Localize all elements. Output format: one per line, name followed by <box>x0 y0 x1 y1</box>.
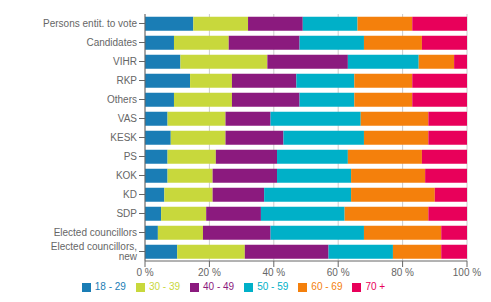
svg-text:KD: KD <box>123 189 137 200</box>
svg-text:0 %: 0 % <box>136 267 153 278</box>
svg-text:40 %: 40 % <box>262 267 285 278</box>
html-text:50 - 59: 50 - 59 <box>257 281 289 292</box>
html-text:60 - 69: 60 - 69 <box>311 281 343 292</box>
svg-text:Others: Others <box>107 94 137 105</box>
svg-text:80 %: 80 % <box>391 267 414 278</box>
svg-text:Elected councillors: Elected councillors <box>54 227 137 238</box>
html-text:40 - 49: 40 - 49 <box>203 281 235 292</box>
svg-text:60 %: 60 % <box>327 267 350 278</box>
html-text:18 - 29: 18 - 29 <box>94 281 126 292</box>
svg-text:SDP: SDP <box>116 208 137 219</box>
svg-text:Elected councillors,new: Elected councillors,new <box>51 241 138 262</box>
svg-text:20 %: 20 % <box>198 267 221 278</box>
svg-text:Persons entit. to vote: Persons entit. to vote <box>43 18 137 29</box>
html-text:30 - 39: 30 - 39 <box>148 281 180 292</box>
html-text:70 +: 70 + <box>365 281 386 292</box>
svg-text:PS: PS <box>124 151 138 162</box>
svg-text:100 %: 100 % <box>453 267 481 278</box>
svg-text:VIHR: VIHR <box>113 56 137 67</box>
svg-text:VAS: VAS <box>118 113 138 124</box>
svg-text:KESK: KESK <box>110 132 137 143</box>
svg-text:KOK: KOK <box>116 170 137 181</box>
svg-text:Candidates: Candidates <box>86 37 137 48</box>
svg-text:RKP: RKP <box>116 75 137 86</box>
